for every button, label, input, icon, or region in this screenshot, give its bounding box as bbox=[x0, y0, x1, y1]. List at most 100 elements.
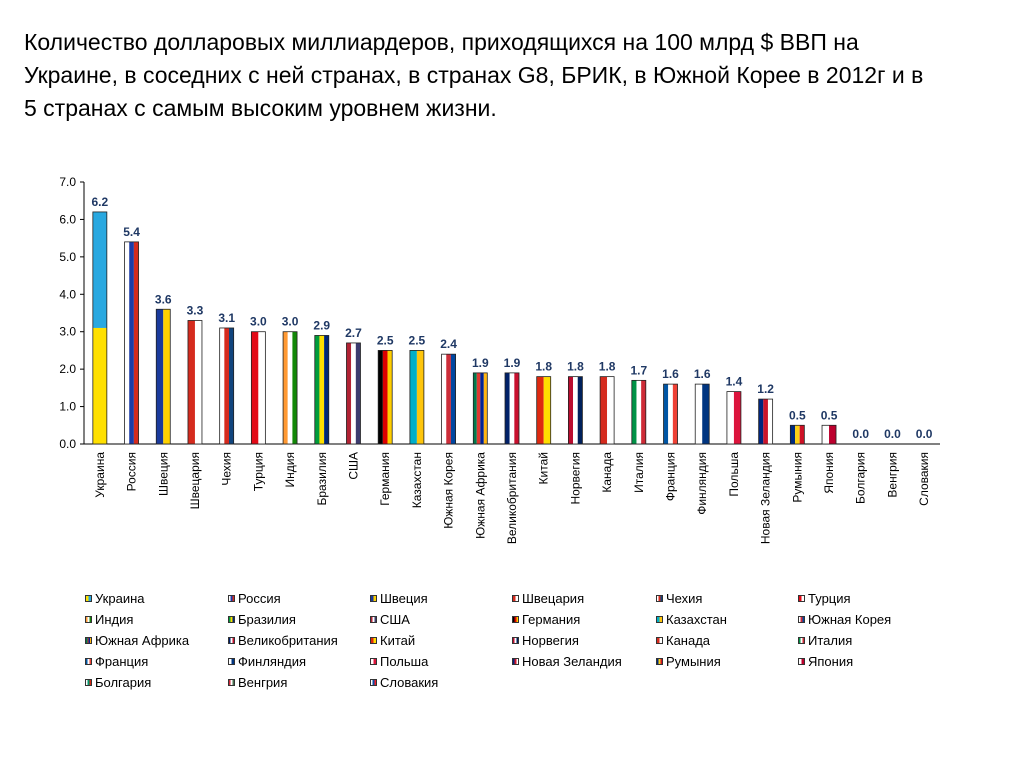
bar bbox=[124, 241, 139, 445]
value-label: 1.8 bbox=[599, 360, 616, 374]
y-tick-label: 0.0 bbox=[59, 437, 76, 451]
bar bbox=[599, 376, 615, 445]
legend-item: Словакия bbox=[370, 672, 438, 692]
legend-item: Япония bbox=[798, 651, 853, 671]
bar bbox=[504, 372, 520, 445]
x-tick-label: Великобритания bbox=[505, 452, 519, 544]
value-label: 1.7 bbox=[630, 363, 647, 377]
legend-swatch bbox=[228, 615, 235, 623]
legend-swatch bbox=[656, 594, 663, 602]
legend-item: Новая Зеландия bbox=[512, 651, 622, 671]
legend-swatch bbox=[85, 657, 92, 665]
bar bbox=[155, 308, 171, 445]
x-tick-label: Болгария bbox=[854, 452, 868, 504]
value-label: 2.5 bbox=[377, 333, 394, 347]
legend-item: Финляндия bbox=[228, 651, 306, 671]
legend-item: Турция bbox=[798, 588, 851, 608]
legend-label: Италия bbox=[808, 632, 853, 648]
legend-swatch bbox=[228, 657, 235, 665]
value-label: 3.6 bbox=[155, 292, 172, 306]
y-tick-label: 5.0 bbox=[59, 250, 76, 264]
x-tick-label: Норвегия bbox=[568, 452, 582, 505]
legend-label: Швеция bbox=[380, 590, 428, 606]
legend-item: Франция bbox=[85, 651, 148, 671]
legend-swatch bbox=[85, 636, 92, 644]
legend-item: Россия bbox=[228, 588, 281, 608]
bar bbox=[568, 376, 583, 445]
legend-label: Бразилия bbox=[238, 611, 296, 627]
legend-label: Франция bbox=[95, 653, 149, 669]
legend-swatch bbox=[370, 678, 377, 686]
x-tick-label: Китай bbox=[537, 452, 551, 484]
legend-swatch bbox=[512, 615, 519, 623]
x-tick-label: Южная Африка bbox=[473, 452, 487, 539]
value-label: 0.0 bbox=[884, 427, 901, 441]
legend-swatch bbox=[798, 594, 805, 602]
x-tick-label: США bbox=[346, 452, 360, 480]
legend-swatch bbox=[656, 615, 663, 623]
legend-label: Новая Зеландия bbox=[522, 653, 622, 669]
legend-item: Великобритания bbox=[228, 630, 338, 650]
value-label: 1.6 bbox=[662, 367, 679, 381]
legend-swatch bbox=[798, 636, 805, 644]
bar bbox=[377, 350, 393, 445]
legend-label: Словакия bbox=[380, 674, 439, 690]
chart-title: Количество долларовых миллиардеров, прих… bbox=[24, 29, 924, 121]
legend-swatch bbox=[370, 594, 377, 602]
legend-swatch bbox=[85, 615, 92, 623]
legend-swatch bbox=[228, 636, 235, 644]
legend-item: Швеция bbox=[370, 588, 428, 608]
legend-label: США bbox=[380, 611, 410, 627]
value-label: 2.4 bbox=[440, 337, 457, 351]
legend-item: Норвегия bbox=[512, 630, 579, 650]
legend-label: Финляндия bbox=[238, 653, 307, 669]
legend-item: США bbox=[370, 609, 410, 629]
legend-swatch bbox=[656, 636, 663, 644]
value-label: 1.9 bbox=[504, 356, 521, 370]
x-tick-label: Румыния bbox=[790, 452, 804, 503]
legend-item: Китай bbox=[370, 630, 415, 650]
x-tick-label: Канада bbox=[600, 452, 614, 493]
bar bbox=[726, 391, 742, 445]
bar bbox=[346, 342, 361, 445]
bar bbox=[631, 379, 647, 445]
legend-label: Южная Корея bbox=[808, 611, 892, 627]
legend-label: Канада bbox=[666, 632, 711, 648]
legend-label: Норвегия bbox=[522, 632, 579, 648]
legend-swatch bbox=[228, 678, 235, 686]
legend-item: Украина bbox=[85, 588, 145, 608]
legend-item: Польша bbox=[370, 651, 428, 671]
x-tick-label: Польша bbox=[727, 452, 741, 497]
value-label: 1.6 bbox=[694, 367, 711, 381]
legend-item: Чехия bbox=[656, 588, 702, 608]
legend-item: Индия bbox=[85, 609, 133, 629]
legend-swatch bbox=[512, 594, 519, 602]
legend-item: Румыния bbox=[656, 651, 721, 671]
y-tick-label: 6.0 bbox=[59, 212, 76, 226]
bar bbox=[314, 335, 330, 445]
legend-item: Канада bbox=[656, 630, 710, 650]
value-label: 2.7 bbox=[345, 326, 362, 340]
value-label: 2.5 bbox=[409, 333, 426, 347]
value-label: 0.0 bbox=[916, 427, 933, 441]
x-tick-label: Украина bbox=[93, 452, 107, 498]
bar bbox=[663, 383, 678, 445]
x-tick-label: Япония bbox=[822, 452, 836, 494]
value-label: 3.1 bbox=[218, 311, 235, 325]
legend-item: Швецария bbox=[512, 588, 584, 608]
legend-swatch bbox=[85, 678, 92, 686]
legend-label: Украина bbox=[95, 590, 145, 606]
x-tick-label: Южная Корея bbox=[442, 452, 456, 529]
legend-swatch bbox=[656, 657, 663, 665]
legend-swatch bbox=[798, 657, 805, 665]
bar bbox=[821, 424, 837, 445]
legend-swatch bbox=[228, 594, 235, 602]
bar bbox=[441, 353, 456, 445]
legend-label: Румыния bbox=[666, 653, 721, 669]
value-label: 6.2 bbox=[92, 195, 109, 209]
bar bbox=[758, 398, 774, 445]
bar bbox=[472, 372, 488, 445]
x-tick-label: Швеция bbox=[156, 452, 170, 496]
value-label: 2.9 bbox=[313, 318, 330, 332]
legend-label: Турция bbox=[808, 590, 851, 606]
